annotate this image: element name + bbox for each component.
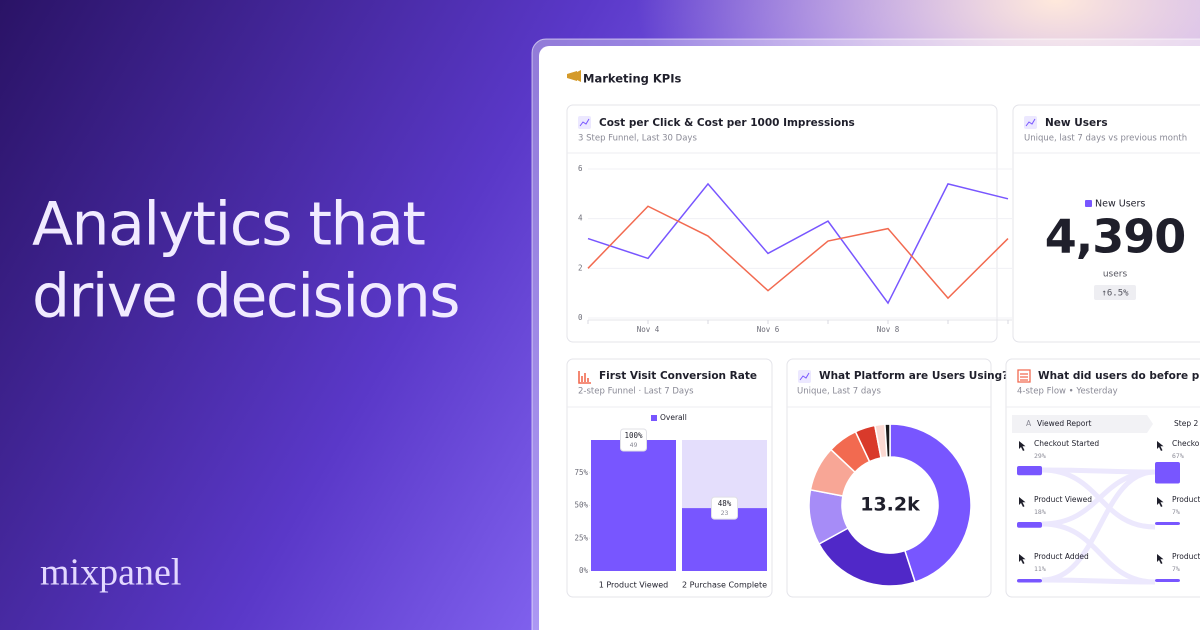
x-tick-label: 1 Product Viewed — [599, 581, 669, 590]
card-icon — [578, 371, 591, 384]
card-title: What did users do before purchase — [1038, 370, 1200, 382]
node-bar — [1155, 522, 1180, 525]
y-tick-label: 6 — [578, 164, 583, 173]
brand-logo: mixpanel — [40, 552, 181, 594]
step-label: Step 2 — [1174, 419, 1198, 428]
charts: 0 2 4 6 Nov 4 Nov 6 Nov 8 Overall 0% 25% 50% 75% 100… — [574, 164, 1200, 590]
dashboard-title: Marketing KPIs — [583, 72, 681, 86]
kpi-change-pill — [1094, 285, 1136, 300]
y-tick-label: 0% — [579, 566, 589, 575]
y-tick-label: 25% — [574, 533, 588, 542]
flow-link — [1041, 521, 1156, 585]
x-tick-label: Nov 8 — [877, 325, 900, 334]
donut-center-label: 13.2k — [860, 494, 920, 516]
node-label: Product Added — [1034, 552, 1089, 561]
node-percent: 7% — [1172, 508, 1180, 516]
y-tick-label: 2 — [578, 263, 583, 272]
cursor-icon — [1157, 497, 1164, 507]
y-tick-label: 4 — [578, 214, 583, 223]
legend-swatch — [651, 415, 657, 421]
node-percent: 67% — [1172, 452, 1184, 460]
card-subtitle: 3 Step Funnel, Last 30 Days — [578, 134, 697, 144]
card-title: First Visit Conversion Rate — [599, 370, 757, 382]
cursor-icon — [1157, 554, 1164, 564]
node-label: Checkout — [1172, 439, 1200, 448]
card-subtitle: Unique, Last 7 days — [797, 387, 882, 397]
legend-swatch — [1085, 200, 1092, 207]
y-tick-label: 0 — [578, 313, 583, 322]
node-label: Product — [1172, 552, 1200, 561]
flow-link — [1041, 467, 1156, 530]
card-subtitle: 4-step Flow • Yesterday — [1017, 387, 1118, 397]
node-percent: 29% — [1034, 452, 1046, 460]
card-title: New Users — [1045, 117, 1108, 129]
count-label: 23 — [721, 509, 729, 517]
cards: Cost per Click & Cost per 1000 Impressio… — [566, 104, 998, 343]
node-label: Product Viewed — [1034, 495, 1092, 504]
node-bar — [1017, 579, 1042, 583]
node-bar — [1155, 579, 1180, 582]
card-icon — [1025, 118, 1036, 127]
donut-segment — [889, 423, 972, 583]
x-tick-label: Nov 6 — [757, 325, 780, 334]
step-header — [1012, 415, 1153, 433]
kpi-unit: users — [1103, 270, 1128, 280]
series-line — [587, 182, 1009, 305]
node-bar — [1017, 466, 1042, 476]
bar — [591, 440, 676, 571]
cursor-icon — [1019, 441, 1026, 451]
node-percent: 11% — [1034, 565, 1046, 573]
step-label: Viewed Report — [1037, 419, 1091, 428]
card-icon — [579, 118, 590, 127]
x-tick-label: 2 Purchase Complete — [682, 581, 767, 590]
kpi-value: 4,390 — [1045, 210, 1186, 264]
dashboard-icon — [567, 70, 581, 82]
cursor-icon — [1019, 554, 1026, 564]
kpi-change: ↑6.5% — [1101, 289, 1129, 299]
headline: drive decisions — [32, 262, 459, 332]
line-card — [566, 104, 998, 343]
kpi-legend: New Users — [1095, 199, 1145, 210]
cursor-icon — [1157, 441, 1164, 451]
value-label: 100% — [624, 431, 643, 440]
node-label: Product — [1172, 495, 1200, 504]
node-percent: 7% — [1172, 565, 1180, 573]
x-tick-label: Nov 4 — [637, 325, 660, 334]
donut-segment — [884, 423, 891, 458]
card-icon — [799, 372, 810, 381]
count-label: 49 — [630, 441, 638, 449]
card-icon — [1017, 369, 1031, 383]
kpi-card — [1012, 104, 1200, 343]
node-bar — [1155, 462, 1180, 484]
node-bar — [1017, 522, 1042, 528]
series-line — [587, 205, 1009, 300]
headline: Analytics that — [32, 190, 425, 260]
y-tick-label: 50% — [574, 501, 588, 510]
flow-link — [1041, 469, 1156, 583]
card-subtitle: 2-step Funnel · Last 7 Days — [578, 387, 694, 397]
card-title: Cost per Click & Cost per 1000 Impressio… — [599, 117, 855, 129]
node-percent: 18% — [1034, 508, 1046, 516]
legend-label: Overall — [660, 413, 687, 422]
cursor-icon — [1019, 497, 1026, 507]
line-plot — [587, 168, 1012, 324]
node-label: Checkout Started — [1034, 439, 1099, 448]
card-title: What Platform are Users Using? — [819, 370, 1008, 382]
y-tick-label: 75% — [574, 468, 588, 477]
value-badge — [620, 428, 647, 452]
value-badge — [711, 496, 738, 520]
value-label: 48% — [718, 499, 732, 508]
step-marker: A — [1026, 419, 1032, 428]
card-subtitle: Unique, last 7 days vs previous month — [1024, 134, 1187, 144]
